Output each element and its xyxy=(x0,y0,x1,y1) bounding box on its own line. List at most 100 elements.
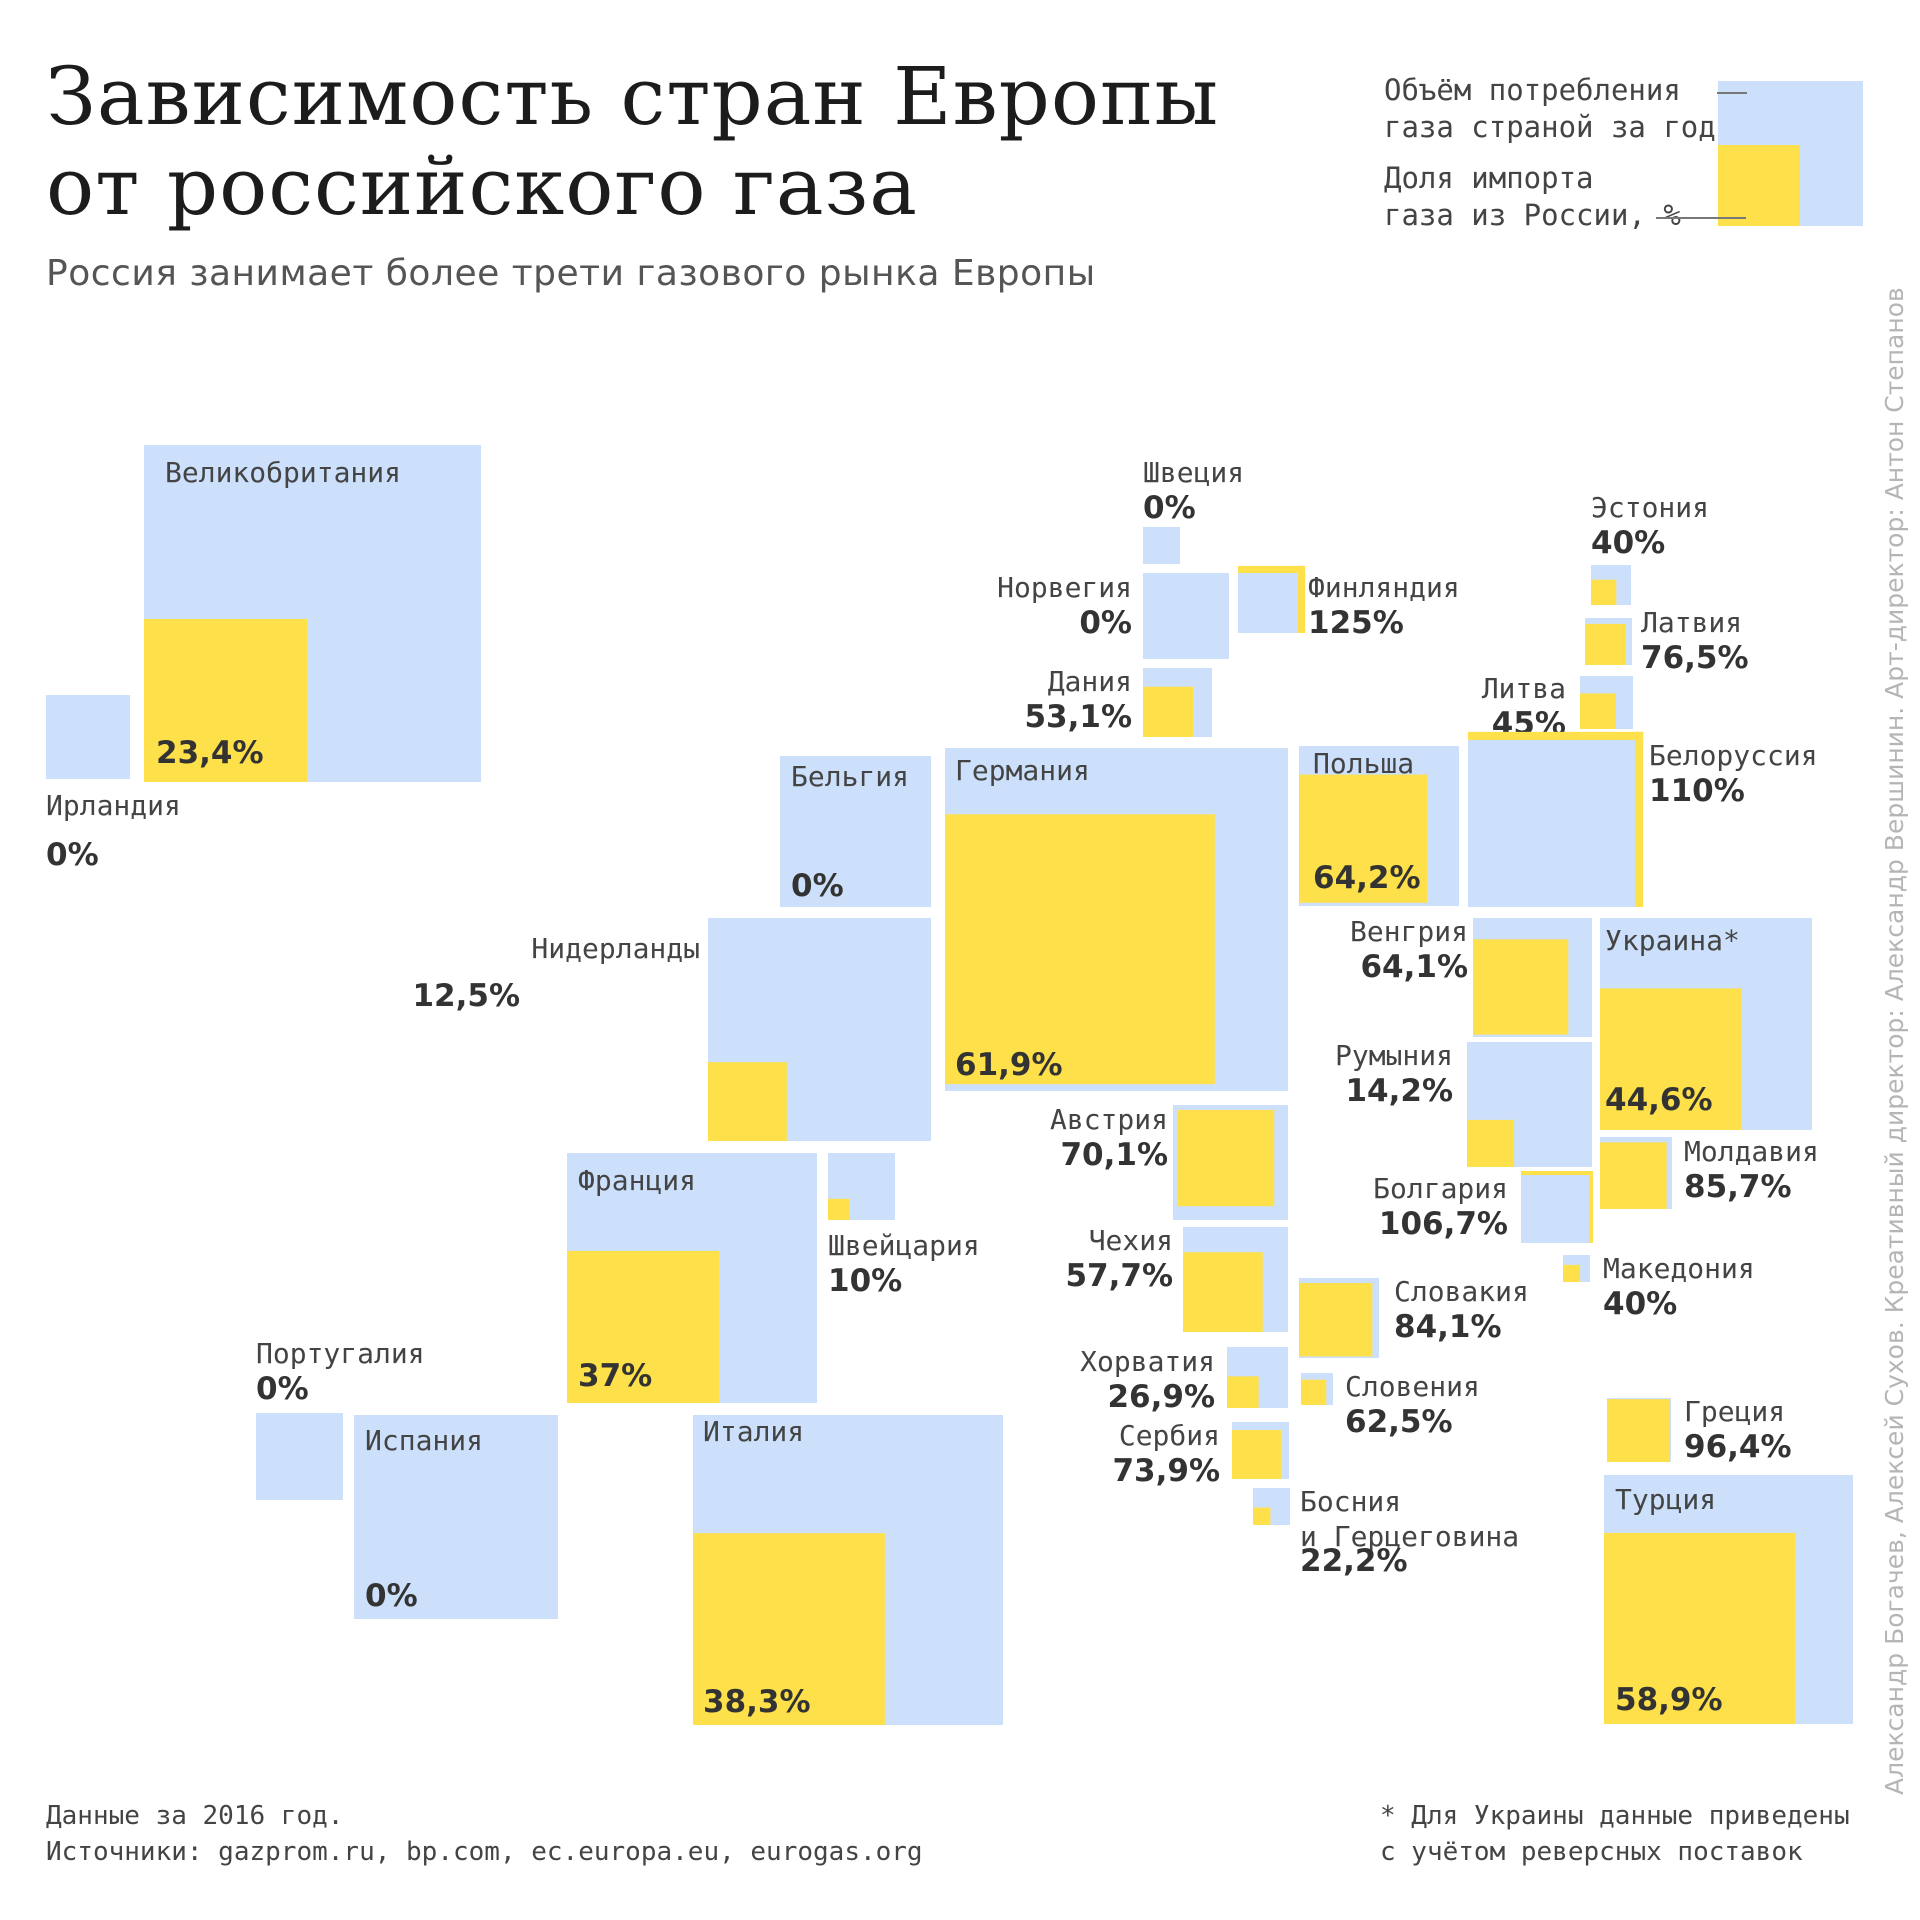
import-share-label: 64,1% xyxy=(1360,949,1468,985)
legend-import-label: Доля импорта газа из России, % xyxy=(1384,160,1681,234)
country-name: Нидерланды xyxy=(531,932,700,965)
consumption-square xyxy=(1238,573,1298,633)
import-share-label: 125% xyxy=(1308,605,1404,641)
country-name: Венгрия xyxy=(1350,915,1468,948)
country-name: Молдавия xyxy=(1684,1135,1819,1168)
country-name: и Герцеговина xyxy=(1300,1520,1519,1553)
country-name: Германия xyxy=(955,754,1090,787)
russian-import-share xyxy=(1143,686,1194,737)
country-name: Хорватия xyxy=(1080,1345,1215,1378)
country-block: Польша 64,2% xyxy=(1299,746,1459,906)
country-name: Чехия xyxy=(1089,1224,1173,1257)
import-share-label: 61,9% xyxy=(955,1047,1063,1083)
country-name: Бельгия xyxy=(791,760,909,793)
source-note: Данные за 2016 год. Источники: gazprom.r… xyxy=(46,1798,923,1870)
country-name: Словения xyxy=(1345,1370,1480,1403)
russian-import-share xyxy=(1299,1283,1373,1357)
import-share-label: 22,2% xyxy=(1300,1543,1408,1579)
import-share-label: 70,1% xyxy=(1060,1137,1168,1173)
country-name: Греция xyxy=(1684,1395,1785,1428)
country-block: Великобритания 23,4% xyxy=(144,445,481,782)
legend-consumption-label: Объём потребления газа страной за год xyxy=(1384,72,1716,146)
legend-consumption-line: газа страной за год xyxy=(1384,110,1716,144)
import-share-label: 23,4% xyxy=(156,735,264,771)
russian-import-share xyxy=(1635,731,1644,907)
russian-import-share xyxy=(1521,1171,1593,1175)
consumption-square xyxy=(1143,527,1180,564)
country-name: Македония xyxy=(1603,1252,1755,1285)
russian-import-share xyxy=(708,1062,787,1141)
country-name: Португалия xyxy=(256,1337,425,1370)
russian-import-share xyxy=(1591,579,1617,605)
russian-import-share xyxy=(1467,1119,1515,1167)
russian-import-share xyxy=(1238,565,1306,573)
import-share-label: 96,4% xyxy=(1684,1429,1792,1465)
country-block: Франция 37% xyxy=(567,1153,817,1403)
import-share-label: 0% xyxy=(1143,490,1196,526)
country-name: Сербия xyxy=(1119,1419,1220,1452)
country-name: Франция xyxy=(578,1164,696,1197)
consumption-square xyxy=(46,695,130,779)
russian-import-share xyxy=(567,1250,720,1403)
russian-import-share xyxy=(945,814,1215,1085)
country-name: Норвегия xyxy=(997,571,1132,604)
consumption-square xyxy=(1521,1175,1589,1243)
import-share-label: 110% xyxy=(1649,773,1745,809)
country-name: Турция xyxy=(1615,1483,1716,1516)
country-name: Великобритания xyxy=(165,456,401,489)
russian-import-share xyxy=(1563,1264,1581,1282)
russian-import-share xyxy=(1177,1109,1275,1207)
country-name: Румыния xyxy=(1335,1039,1453,1072)
legend-consumption-leader xyxy=(1717,92,1747,94)
legend-import-leader xyxy=(1656,217,1746,219)
russian-import-share xyxy=(1301,1379,1327,1405)
russian-import-share xyxy=(1298,565,1306,633)
russian-import-share xyxy=(1299,774,1428,903)
import-share-label: 73,9% xyxy=(1112,1453,1220,1489)
russian-import-share xyxy=(1607,1399,1670,1462)
import-share-label: 26,9% xyxy=(1107,1379,1215,1415)
country-name: Польша xyxy=(1313,747,1414,780)
country-block: Италия 38,3% xyxy=(693,1415,1003,1725)
ukraine-footnote-line: * Для Украины данные приведены xyxy=(1380,1801,1850,1831)
russian-import-share xyxy=(1600,1142,1667,1209)
russian-import-share xyxy=(1227,1376,1259,1408)
import-share-label: 62,5% xyxy=(1345,1404,1453,1440)
legend: Объём потребления газа страной за год До… xyxy=(1384,72,1884,232)
import-share-label: 106,7% xyxy=(1379,1206,1508,1242)
import-share-label: 57,7% xyxy=(1065,1258,1173,1294)
russian-import-share xyxy=(1473,939,1569,1035)
russian-import-share xyxy=(1580,693,1616,729)
russian-import-share xyxy=(1604,1532,1796,1724)
import-share-label: 44,6% xyxy=(1605,1082,1713,1118)
import-share-label: 0% xyxy=(256,1371,309,1407)
consumption-square xyxy=(1143,573,1229,659)
import-share-label: 84,1% xyxy=(1394,1309,1502,1345)
chart-title-line: Зависимость стран Европы xyxy=(46,50,1219,143)
source-note-line: Источники: gazprom.ru, bp.com, ec.europa… xyxy=(46,1837,923,1867)
import-share-label: 38,3% xyxy=(703,1684,811,1720)
country-block: Испания 0% xyxy=(354,1415,558,1619)
russian-import-share xyxy=(1600,988,1742,1130)
import-share-label: 0% xyxy=(46,837,99,873)
credits: Александр Богачев, Алексей Сухов. Креати… xyxy=(1880,287,1909,1795)
country-name: Украина* xyxy=(1605,924,1740,957)
russian-import-share xyxy=(1589,1171,1593,1243)
legend-import-line: Доля импорта xyxy=(1384,161,1594,195)
